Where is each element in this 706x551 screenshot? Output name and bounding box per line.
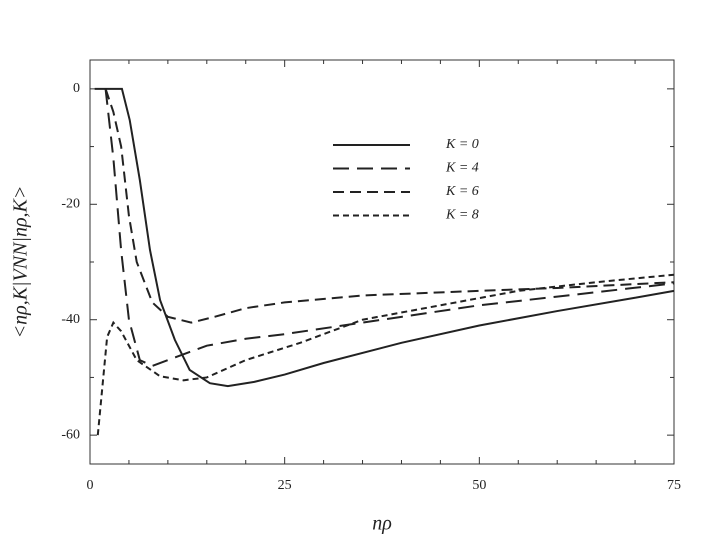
series-line <box>96 273 675 436</box>
series-line <box>104 88 675 367</box>
x-tick-label: 0 <box>87 478 94 493</box>
y-tick-label: -60 <box>61 427 80 442</box>
legend-label: K = 8 <box>445 208 479 223</box>
series-line <box>94 87 675 388</box>
y-tick-label: -20 <box>61 197 80 212</box>
plot-frame <box>89 59 675 465</box>
x-tick-label: 25 <box>278 478 292 493</box>
legend-label: K = 0 <box>445 137 479 152</box>
y-axis-label: <nρ,K|VNN|nρ,K> <box>10 186 32 339</box>
y-tick-label: 0 <box>73 81 80 96</box>
legend-label: K = 6 <box>445 184 479 199</box>
x-tick-label: 75 <box>667 478 681 493</box>
legend-label: K = 4 <box>445 161 479 176</box>
y-tick-label: -40 <box>61 312 80 327</box>
x-tick-label: 50 <box>472 478 486 493</box>
series-line <box>104 88 675 324</box>
x-axis-label: nρ <box>372 513 392 535</box>
